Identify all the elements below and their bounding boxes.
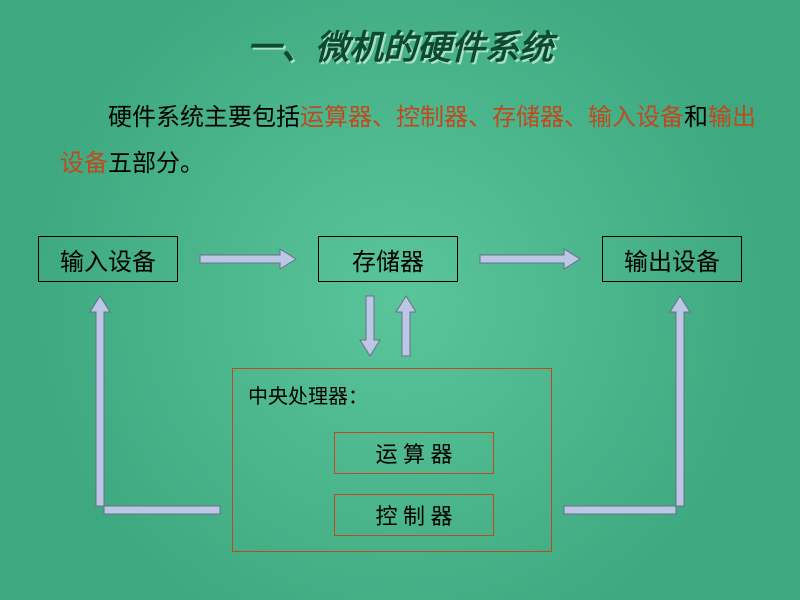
highlight-text: 运算器、控制器、存储器、输入设备 (300, 105, 684, 131)
box-input: 输入设备 (38, 236, 178, 282)
plain-text: 和 (684, 105, 708, 131)
cpu-to-output (564, 296, 690, 514)
plain-text: 五部分。 (108, 151, 204, 177)
cpu-to-memory (396, 296, 416, 356)
cpu-to-input (90, 296, 220, 514)
intro-paragraph: 硬件系统主要包括运算器、控制器、存储器、输入设备和输出设备五部分。 (60, 96, 760, 187)
title-text: 一、微机的硬件系统 (0, 20, 800, 69)
box-output: 输出设备 (602, 236, 742, 282)
box-memory: 存储器 (318, 236, 458, 282)
cpu-label: 中央处理器： (248, 380, 368, 409)
memory-to-output (480, 249, 580, 269)
slide-title: 一、微机的硬件系统 一、微机的硬件系统 (0, 20, 800, 64)
input-to-memory (200, 249, 296, 269)
plain-text: 硬件系统主要包括 (108, 105, 300, 131)
memory-to-cpu (360, 296, 380, 356)
